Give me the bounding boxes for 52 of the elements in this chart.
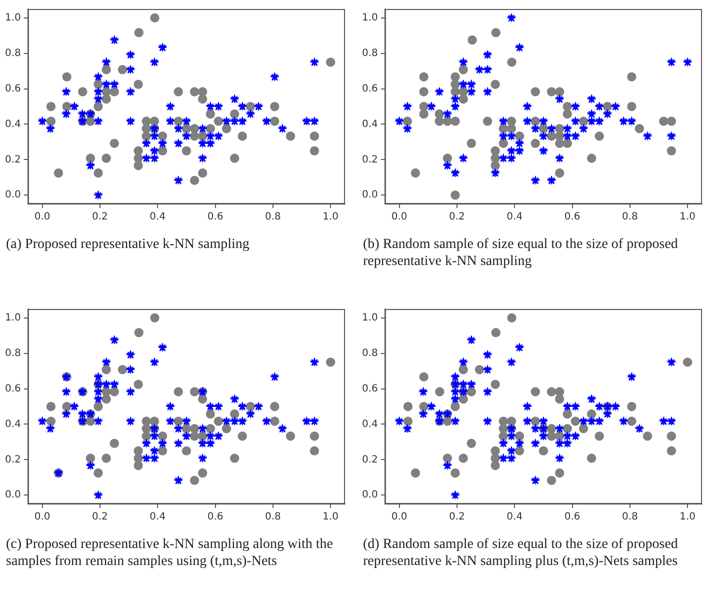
x-tick-label: 0.2 — [92, 512, 108, 523]
x-tick-label: 0.4 — [506, 512, 523, 523]
text: (b) Random sample of size equal to the size of proposed representative k-NN sampling — [362, 236, 679, 270]
y-tick-label: 1.0 — [362, 312, 378, 324]
y-tick-label: 0.6 — [4, 83, 21, 94]
text: (a) Proposed representative k-NN sampling — [5, 236, 250, 253]
x-tick-label: 1.0 — [680, 212, 696, 223]
x-tick-label: 0.4 — [150, 512, 166, 523]
y-tick-label: 0.6 — [362, 383, 378, 394]
x-tick-label: 0.0 — [34, 212, 50, 223]
x-tick-label: 0.4 — [150, 212, 166, 223]
x-tick-label: 1.0 — [322, 212, 339, 223]
x-tick-label: 0.6 — [207, 512, 224, 523]
x-tick-label: 0.4 — [506, 212, 523, 223]
y-tick-label: 1.0 — [362, 12, 378, 24]
y-tick-label: 0.4 — [362, 418, 378, 430]
x-tick-label: 0.6 — [207, 212, 224, 223]
y-tick-label: 0.0 — [4, 490, 21, 501]
x-tick-label: 1.0 — [680, 512, 696, 523]
x-tick-label: 0.2 — [449, 212, 465, 223]
y-tick-label: 0.2 — [4, 154, 21, 166]
x-tick-label: 0.0 — [391, 212, 408, 223]
y-tick-label: 1.0 — [4, 12, 21, 24]
x-tick-label: 0.2 — [449, 512, 465, 523]
x-tick-label: 0.0 — [34, 512, 50, 523]
y-tick-label: 0.0 — [362, 190, 378, 201]
y-tick-label: 0.6 — [4, 383, 21, 394]
y-tick-label: 0.6 — [362, 83, 378, 94]
y-tick-label: 0.4 — [4, 418, 21, 430]
x-tick-label: 0.6 — [564, 212, 580, 223]
x-tick-label: 0.2 — [92, 212, 108, 223]
y-tick-label: 1.0 — [4, 312, 21, 324]
y-tick-label: 0.4 — [362, 118, 378, 130]
x-tick-label: 0.8 — [264, 512, 281, 523]
x-tick-label: 0.6 — [564, 512, 580, 523]
x-tick-label: 0.8 — [622, 212, 638, 223]
x-tick-label: 0.8 — [622, 512, 638, 523]
x-tick-label: 0.8 — [264, 212, 281, 223]
y-tick-label: 0.8 — [362, 48, 378, 59]
y-tick-label: 0.2 — [362, 154, 378, 166]
y-tick-label: 0.4 — [4, 118, 21, 130]
x-tick-label: 1.0 — [322, 512, 339, 523]
y-tick-label: 0.2 — [362, 454, 378, 466]
text: (c) Proposed representative k-NN sampling along with the samples from remain samples using (t,m,s)-Nets — [5, 536, 334, 570]
y-tick-label: 0.8 — [4, 48, 21, 59]
y-tick-label: 0.8 — [362, 348, 378, 359]
y-tick-label: 0.2 — [4, 454, 21, 466]
text: (d) Random sample of size equal to the size of proposed representative k-NN sampling plus (t,m,s)-Nets samples — [362, 536, 679, 570]
y-tick-label: 0.8 — [4, 348, 21, 359]
x-tick-label: 0.0 — [391, 512, 408, 523]
y-tick-label: 0.0 — [4, 190, 21, 201]
y-tick-label: 0.0 — [362, 490, 378, 501]
